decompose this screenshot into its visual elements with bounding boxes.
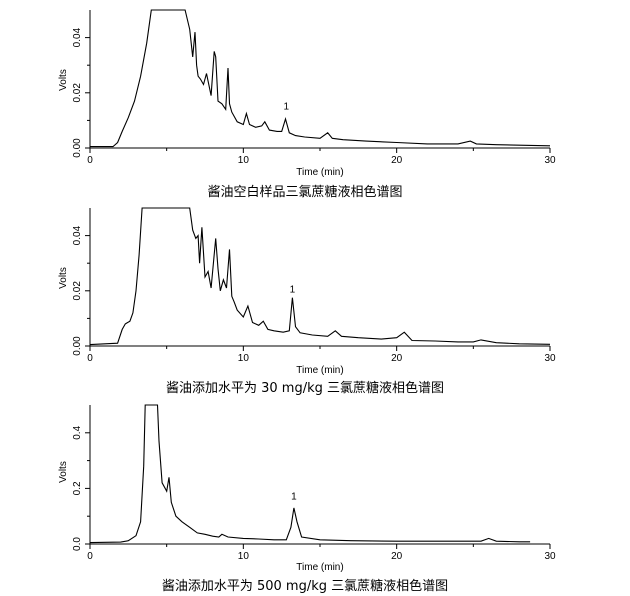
x-tick-label: 0 — [87, 551, 93, 562]
x-tick-label: 10 — [238, 155, 250, 166]
plot-area: 0 10 20 30 0.00 0.02 0.04 1 — [72, 207, 556, 364]
y-tick-label: 0.00 — [72, 336, 83, 356]
x-tick-label: 20 — [391, 155, 403, 166]
y-tick-label: 0.04 — [72, 27, 83, 47]
y-tick-label: 0.02 — [72, 281, 83, 301]
x-tick-label: 20 — [391, 353, 403, 364]
plot-area: 0 10 20 30 0.00 0.02 0.04 1 — [72, 9, 556, 166]
x-tick-label: 0 — [87, 155, 93, 166]
chart-caption: 酱油添加水平为 500 mg/kg 三氯蔗糖液相色谱图 — [162, 578, 448, 594]
x-tick-label: 0 — [87, 353, 93, 364]
x-tick-label: 30 — [544, 353, 556, 364]
y-tick-label: 0.00 — [72, 138, 83, 158]
x-tick-label: 20 — [391, 551, 403, 562]
y-axis-label: Volts — [58, 69, 69, 91]
y-tick-label: 0.2 — [72, 481, 83, 495]
x-axis-label: Time (min) — [296, 562, 343, 573]
chromatogram-trace — [90, 9, 551, 148]
x-axis-label: Time (min) — [296, 365, 343, 376]
y-tick-label: 0.04 — [72, 225, 83, 245]
peak-label: 1 — [291, 492, 297, 503]
x-tick-label: 30 — [544, 551, 556, 562]
x-tick-label: 10 — [238, 353, 250, 364]
chart-panel-blank: 0 10 20 30 0.00 0.02 0.04 1 Time (min) Volts 酱油… — [58, 9, 556, 200]
x-tick-label: 10 — [238, 551, 250, 562]
y-tick-label: 0.4 — [72, 425, 83, 439]
y-tick-label: 0.0 — [72, 537, 83, 551]
chart-caption: 酱油添加水平为 30 mg/kg 三氯蔗糖液相色谱图 — [166, 380, 444, 396]
chromatogram-trace — [89, 404, 531, 544]
x-axis-label: Time (min) — [296, 167, 343, 178]
chromatogram-trace — [89, 207, 551, 346]
peak-label: 1 — [283, 102, 289, 113]
y-axis-label: Volts — [58, 267, 69, 289]
peak-label: 1 — [290, 284, 296, 295]
plot-area: 0 10 20 30 0.0 0.2 0.4 1 — [72, 404, 556, 562]
chart-panel-30mg: 0 10 20 30 0.00 0.02 0.04 1 Time (min) Volts 酱油… — [58, 207, 556, 396]
y-tick-label: 0.02 — [72, 83, 83, 103]
chart-panel-500mg: 0 10 20 30 0.0 0.2 0.4 1 Time (min) Volts 酱油添加水… — [58, 404, 556, 594]
x-tick-label: 30 — [544, 155, 556, 166]
chart-caption: 酱油空白样品三氯蔗糖液相色谱图 — [207, 184, 402, 200]
y-axis-label: Volts — [58, 461, 69, 483]
